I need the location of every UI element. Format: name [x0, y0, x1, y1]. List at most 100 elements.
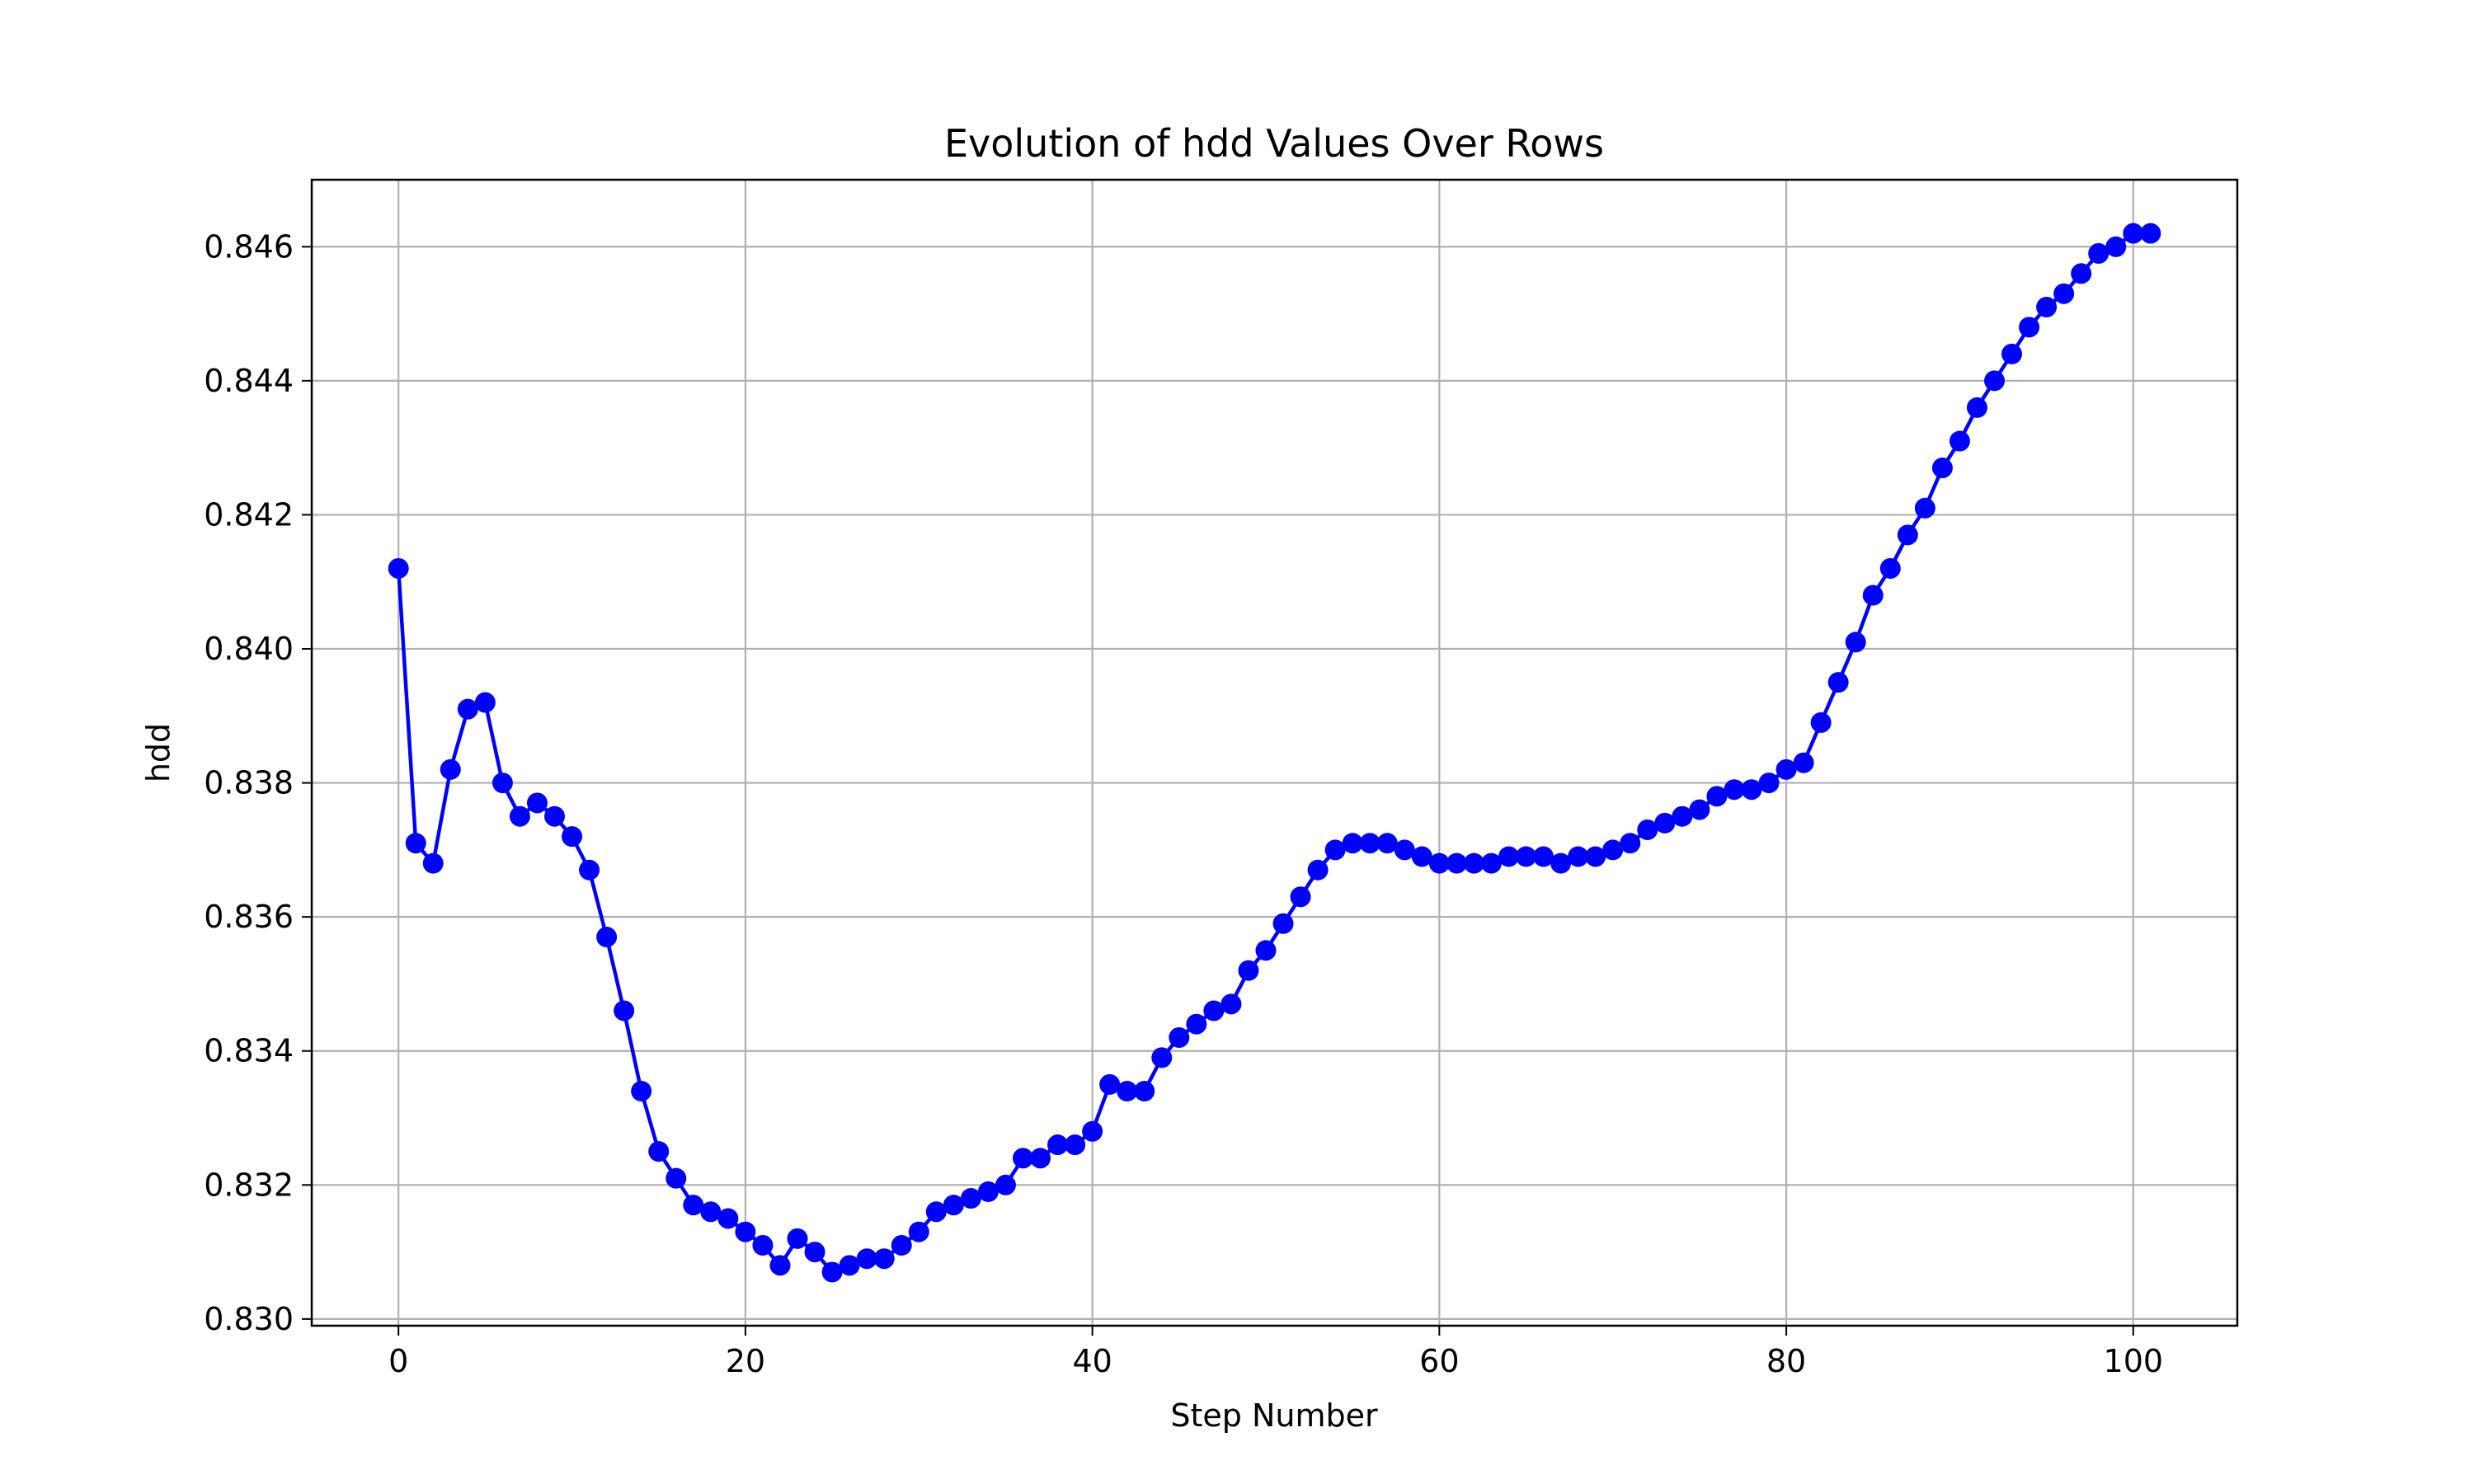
data-point — [873, 1248, 895, 1270]
y-tick-label: 0.836 — [204, 899, 294, 935]
data-point — [1342, 833, 1363, 854]
data-point — [804, 1242, 825, 1263]
data-point — [1169, 1026, 1190, 1048]
data-point — [1012, 1148, 1033, 1169]
data-point — [908, 1221, 929, 1242]
data-point — [544, 805, 565, 827]
y-tick-label: 0.830 — [204, 1301, 294, 1337]
data-point — [440, 758, 461, 780]
data-point — [1065, 1134, 1086, 1156]
data-point — [1463, 852, 1484, 874]
data-point — [700, 1201, 722, 1223]
data-point — [717, 1208, 739, 1229]
data-point — [1793, 752, 1814, 773]
data-point — [1897, 524, 1918, 546]
data-point — [1394, 839, 1415, 861]
data-point — [1533, 846, 1554, 867]
data-point — [1047, 1134, 1069, 1156]
y-tick-label: 0.834 — [204, 1033, 294, 1069]
data-point — [769, 1255, 791, 1276]
data-point — [1186, 1013, 1207, 1035]
data-point — [666, 1167, 687, 1189]
data-point — [1030, 1148, 1051, 1169]
data-point — [2088, 242, 2109, 264]
data-point — [787, 1228, 808, 1249]
data-point — [1966, 397, 1987, 418]
data-point — [1724, 779, 1745, 801]
x-tick-label: 80 — [1766, 1343, 1806, 1379]
data-point — [1324, 839, 1346, 861]
data-point — [856, 1248, 877, 1270]
y-tick-label: 0.844 — [204, 363, 294, 399]
data-point — [2036, 296, 2058, 317]
data-point — [1516, 846, 1537, 867]
data-point — [1845, 632, 1866, 653]
data-point — [1151, 1047, 1173, 1068]
data-point — [1411, 846, 1432, 867]
data-point — [683, 1195, 704, 1216]
data-point — [1706, 786, 1728, 807]
data-point — [1914, 497, 1935, 519]
data-point — [1585, 846, 1606, 867]
data-point — [1238, 960, 1259, 981]
plot-area-frame — [310, 178, 2239, 1327]
data-point — [492, 773, 513, 794]
data-point — [891, 1234, 912, 1256]
data-point — [1550, 852, 1572, 874]
y-tick-label: 0.838 — [204, 765, 294, 801]
data-point — [1602, 839, 1624, 861]
data-point — [1984, 370, 2005, 392]
data-point — [2071, 263, 2092, 284]
data-point — [2140, 223, 2161, 244]
data-point — [925, 1201, 947, 1223]
data-point — [579, 859, 600, 881]
x-tick-label: 0 — [388, 1343, 408, 1379]
data-point — [526, 792, 548, 814]
data-point — [1290, 886, 1311, 908]
data-point — [648, 1141, 670, 1162]
data-point — [1776, 758, 1797, 780]
data-point — [1879, 557, 1901, 579]
data-series-markers — [388, 223, 2161, 1283]
y-tick-label: 0.840 — [204, 631, 294, 667]
data-point — [1949, 430, 1970, 452]
data-point — [562, 826, 583, 848]
data-point — [1221, 993, 1242, 1015]
data-point — [995, 1174, 1016, 1195]
data-point — [1862, 585, 1884, 606]
data-point — [1082, 1120, 1103, 1142]
data-point — [1741, 779, 1762, 801]
data-point — [614, 1000, 635, 1021]
data-point — [1498, 846, 1519, 867]
chart-title: Evolution of hdd Values Over Rows — [944, 121, 1604, 166]
data-point — [943, 1195, 964, 1216]
data-point — [1117, 1081, 1138, 1101]
x-axis-title: Step Number — [1170, 1397, 1378, 1434]
y-axis-title: hdd — [140, 723, 176, 782]
data-point — [1654, 812, 1676, 834]
data-point — [1134, 1081, 1155, 1101]
y-tick-label: 0.832 — [204, 1167, 294, 1203]
data-point — [1568, 846, 1589, 867]
data-point — [1931, 458, 1953, 479]
data-point — [1827, 672, 1849, 693]
data-point — [1620, 833, 1641, 854]
data-point — [457, 698, 478, 720]
data-point — [839, 1255, 860, 1276]
data-point — [960, 1188, 981, 1209]
data-point — [821, 1261, 843, 1283]
data-point — [1376, 833, 1398, 854]
data-point — [735, 1221, 756, 1242]
data-point — [752, 1234, 774, 1256]
data-point — [2123, 223, 2144, 244]
data-point — [509, 805, 530, 827]
data-point — [1758, 773, 1780, 794]
y-tick-label: 0.842 — [204, 496, 294, 533]
data-point — [1272, 913, 1294, 934]
data-point — [422, 852, 444, 874]
data-point — [1428, 852, 1450, 874]
y-tick-label: 0.846 — [204, 228, 294, 265]
data-point — [1480, 852, 1502, 874]
